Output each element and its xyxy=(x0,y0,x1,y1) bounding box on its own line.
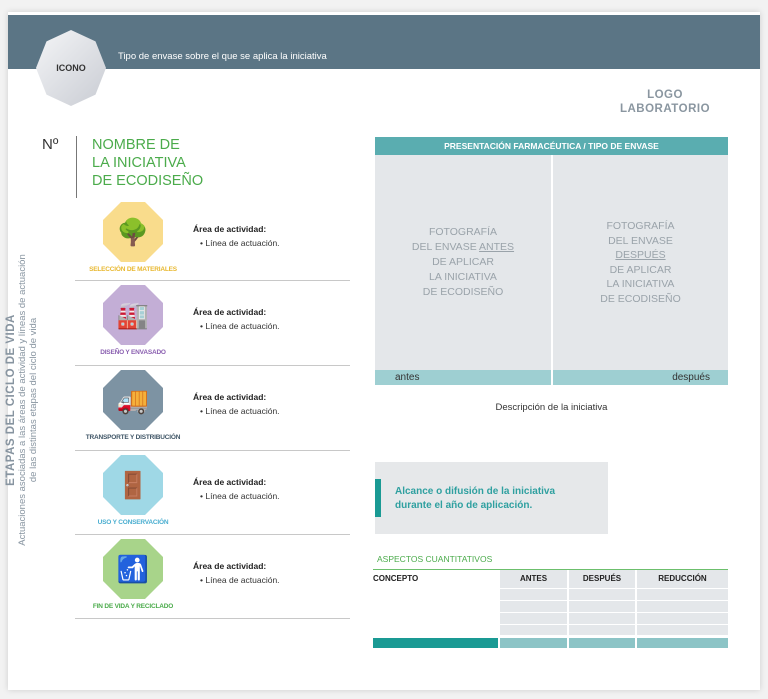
photo-before: FOTOGRAFÍA DEL ENVASE ANTES DE APLICAR L… xyxy=(375,155,551,370)
icon-placeholder: ICONO xyxy=(36,30,106,106)
title-line: NOMBRE DE xyxy=(92,137,180,153)
sidebar-subtitle: de las distintas etapas del ciclo de vid… xyxy=(28,317,39,483)
activity-area: Área de actividad: xyxy=(193,224,267,234)
stage-row: 🚪 USO Y CONSERVACIÓN Área de actividad: … xyxy=(75,451,350,535)
text: DESPUÉS xyxy=(615,249,666,261)
table-row xyxy=(373,623,728,636)
title-line: DE ECODISEÑO xyxy=(92,173,204,189)
action-line: • Línea de actuación. xyxy=(200,406,280,416)
header-band xyxy=(8,15,760,69)
activity-area: Área de actividad: xyxy=(193,477,267,487)
text: DEL ENVASE xyxy=(411,241,480,253)
text: durante el año de aplicación. xyxy=(395,500,533,511)
activity-area: Área de actividad: xyxy=(193,392,267,402)
text: DE APLICAR xyxy=(609,263,672,276)
action-line-text: Línea de actuación. xyxy=(205,238,280,248)
text: FOTOGRAFÍA xyxy=(606,220,675,232)
table-row xyxy=(373,587,728,600)
table-row xyxy=(373,611,728,624)
logo-line2: LABORATORIO xyxy=(619,103,711,115)
initiative-title: NOMBRE DE LA INICIATIVA DE ECODISEÑO xyxy=(92,136,203,190)
text: FOTOGRAFÍA xyxy=(428,226,498,238)
text: DE ECODISEÑO xyxy=(422,286,504,298)
description: Descripción de la iniciativa xyxy=(495,402,608,413)
text: DE ECODISEÑO xyxy=(600,292,681,305)
header-text: Tipo de envase sobre el que se aplica la… xyxy=(118,51,327,62)
title-line: LA INICIATIVA xyxy=(92,155,186,171)
sidebar-title: ETAPAS DEL CICLO DE VIDA xyxy=(5,314,17,486)
action-line-text: Línea de actuación. xyxy=(205,406,280,416)
quantitative-table: CONCEPTO ANTES DESPUÉS REDUCCIÓN xyxy=(373,569,728,648)
stage-label: USO Y CONSERVACIÓN xyxy=(97,519,169,526)
stage-label: FIN DE VIDA Y RECICLADO xyxy=(92,603,174,610)
after-label: después xyxy=(553,370,728,385)
action-line: • Línea de actuación. xyxy=(200,321,280,331)
activity-area: Área de actividad: xyxy=(193,561,267,571)
truck-icon: 🚚 xyxy=(103,370,163,430)
sidebar-label: ETAPAS DEL CICLO DE VIDA Actuaciones aso… xyxy=(5,220,39,580)
sidebar-subtitle: Actuaciones asociadas a las áreas de act… xyxy=(17,254,28,546)
trees-logs-icon: 🌳 xyxy=(103,202,163,262)
text: LA INICIATIVA xyxy=(606,278,675,290)
action-line-text: Línea de actuación. xyxy=(205,575,280,585)
stage-row: 🌳 SELECCIÓN DE MATERIALES Área de activi… xyxy=(75,198,350,281)
stage-row: 🚚 TRANSPORTE Y DISTRIBUCIÓN Área de acti… xyxy=(75,366,350,451)
col-concepto: CONCEPTO xyxy=(373,570,499,588)
logo-placeholder: LOGO LABORATORIO xyxy=(600,88,730,116)
medicine-cabinet-icon: 🚪 xyxy=(103,455,163,515)
text: DE APLICAR xyxy=(432,256,494,268)
recycling-person-icon: 🚮 xyxy=(103,539,163,599)
stage-row: 🏭 DISEÑO Y ENVASADO Área de actividad: •… xyxy=(75,281,350,366)
reach-box xyxy=(375,462,608,534)
stage-label: TRANSPORTE Y DISTRIBUCIÓN xyxy=(85,434,181,441)
initiative-number: Nº xyxy=(42,136,59,153)
divider xyxy=(76,136,77,198)
col-antes: ANTES xyxy=(498,570,568,588)
action-line-text: Línea de actuación. xyxy=(205,491,280,501)
text: LA INICIATIVA xyxy=(429,271,497,283)
before-label: antes xyxy=(375,370,551,385)
photo-after: FOTOGRAFÍA DEL ENVASE DESPUÉS DE APLICAR… xyxy=(553,155,728,370)
reach-text: Alcance o difusión de la iniciativa duran… xyxy=(395,485,555,513)
text: ANTES xyxy=(479,241,515,253)
action-line-text: Línea de actuación. xyxy=(205,321,280,331)
table-footer xyxy=(373,634,728,648)
activity-area: Área de actividad: xyxy=(193,307,267,317)
logo-line1: LOGO xyxy=(647,89,683,101)
action-line: • Línea de actuación. xyxy=(200,491,280,501)
text: Alcance o difusión de la iniciativa xyxy=(395,486,556,497)
reach-accent xyxy=(375,479,381,517)
stage-row: 🚮 FIN DE VIDA Y RECICLADO Área de activi… xyxy=(75,535,350,619)
quantitative-title: ASPECTOS CUANTITATIVOS xyxy=(377,554,493,564)
col-despues: DESPUÉS xyxy=(567,570,636,588)
stage-label: DISEÑO Y ENVASADO xyxy=(100,349,166,356)
table-row xyxy=(373,599,728,612)
presentation-header: PRESENTACIÓN FARMACÉUTICA / TIPO DE ENVA… xyxy=(375,137,728,155)
action-line: • Línea de actuación. xyxy=(200,238,280,248)
packaging-line-icon: 🏭 xyxy=(103,285,163,345)
text: DEL ENVASE xyxy=(608,234,673,247)
stage-label: SELECCIÓN DE MATERIALES xyxy=(89,266,177,273)
col-reduccion: REDUCCIÓN xyxy=(635,570,728,588)
action-line: • Línea de actuación. xyxy=(200,575,280,585)
